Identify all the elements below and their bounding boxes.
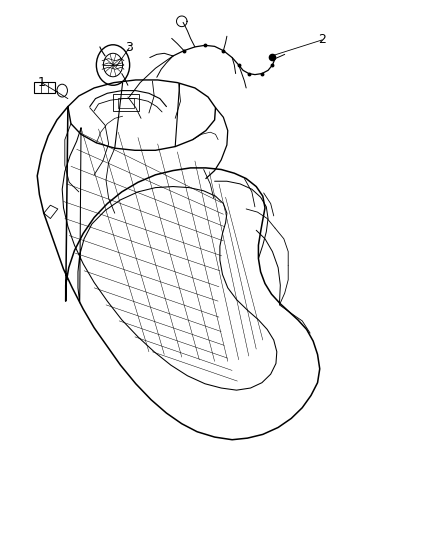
Text: 2: 2 xyxy=(318,34,326,46)
Bar xyxy=(118,98,134,108)
Bar xyxy=(34,82,55,93)
Text: 1: 1 xyxy=(38,76,46,89)
Bar xyxy=(113,94,139,111)
Text: 3: 3 xyxy=(125,42,133,54)
